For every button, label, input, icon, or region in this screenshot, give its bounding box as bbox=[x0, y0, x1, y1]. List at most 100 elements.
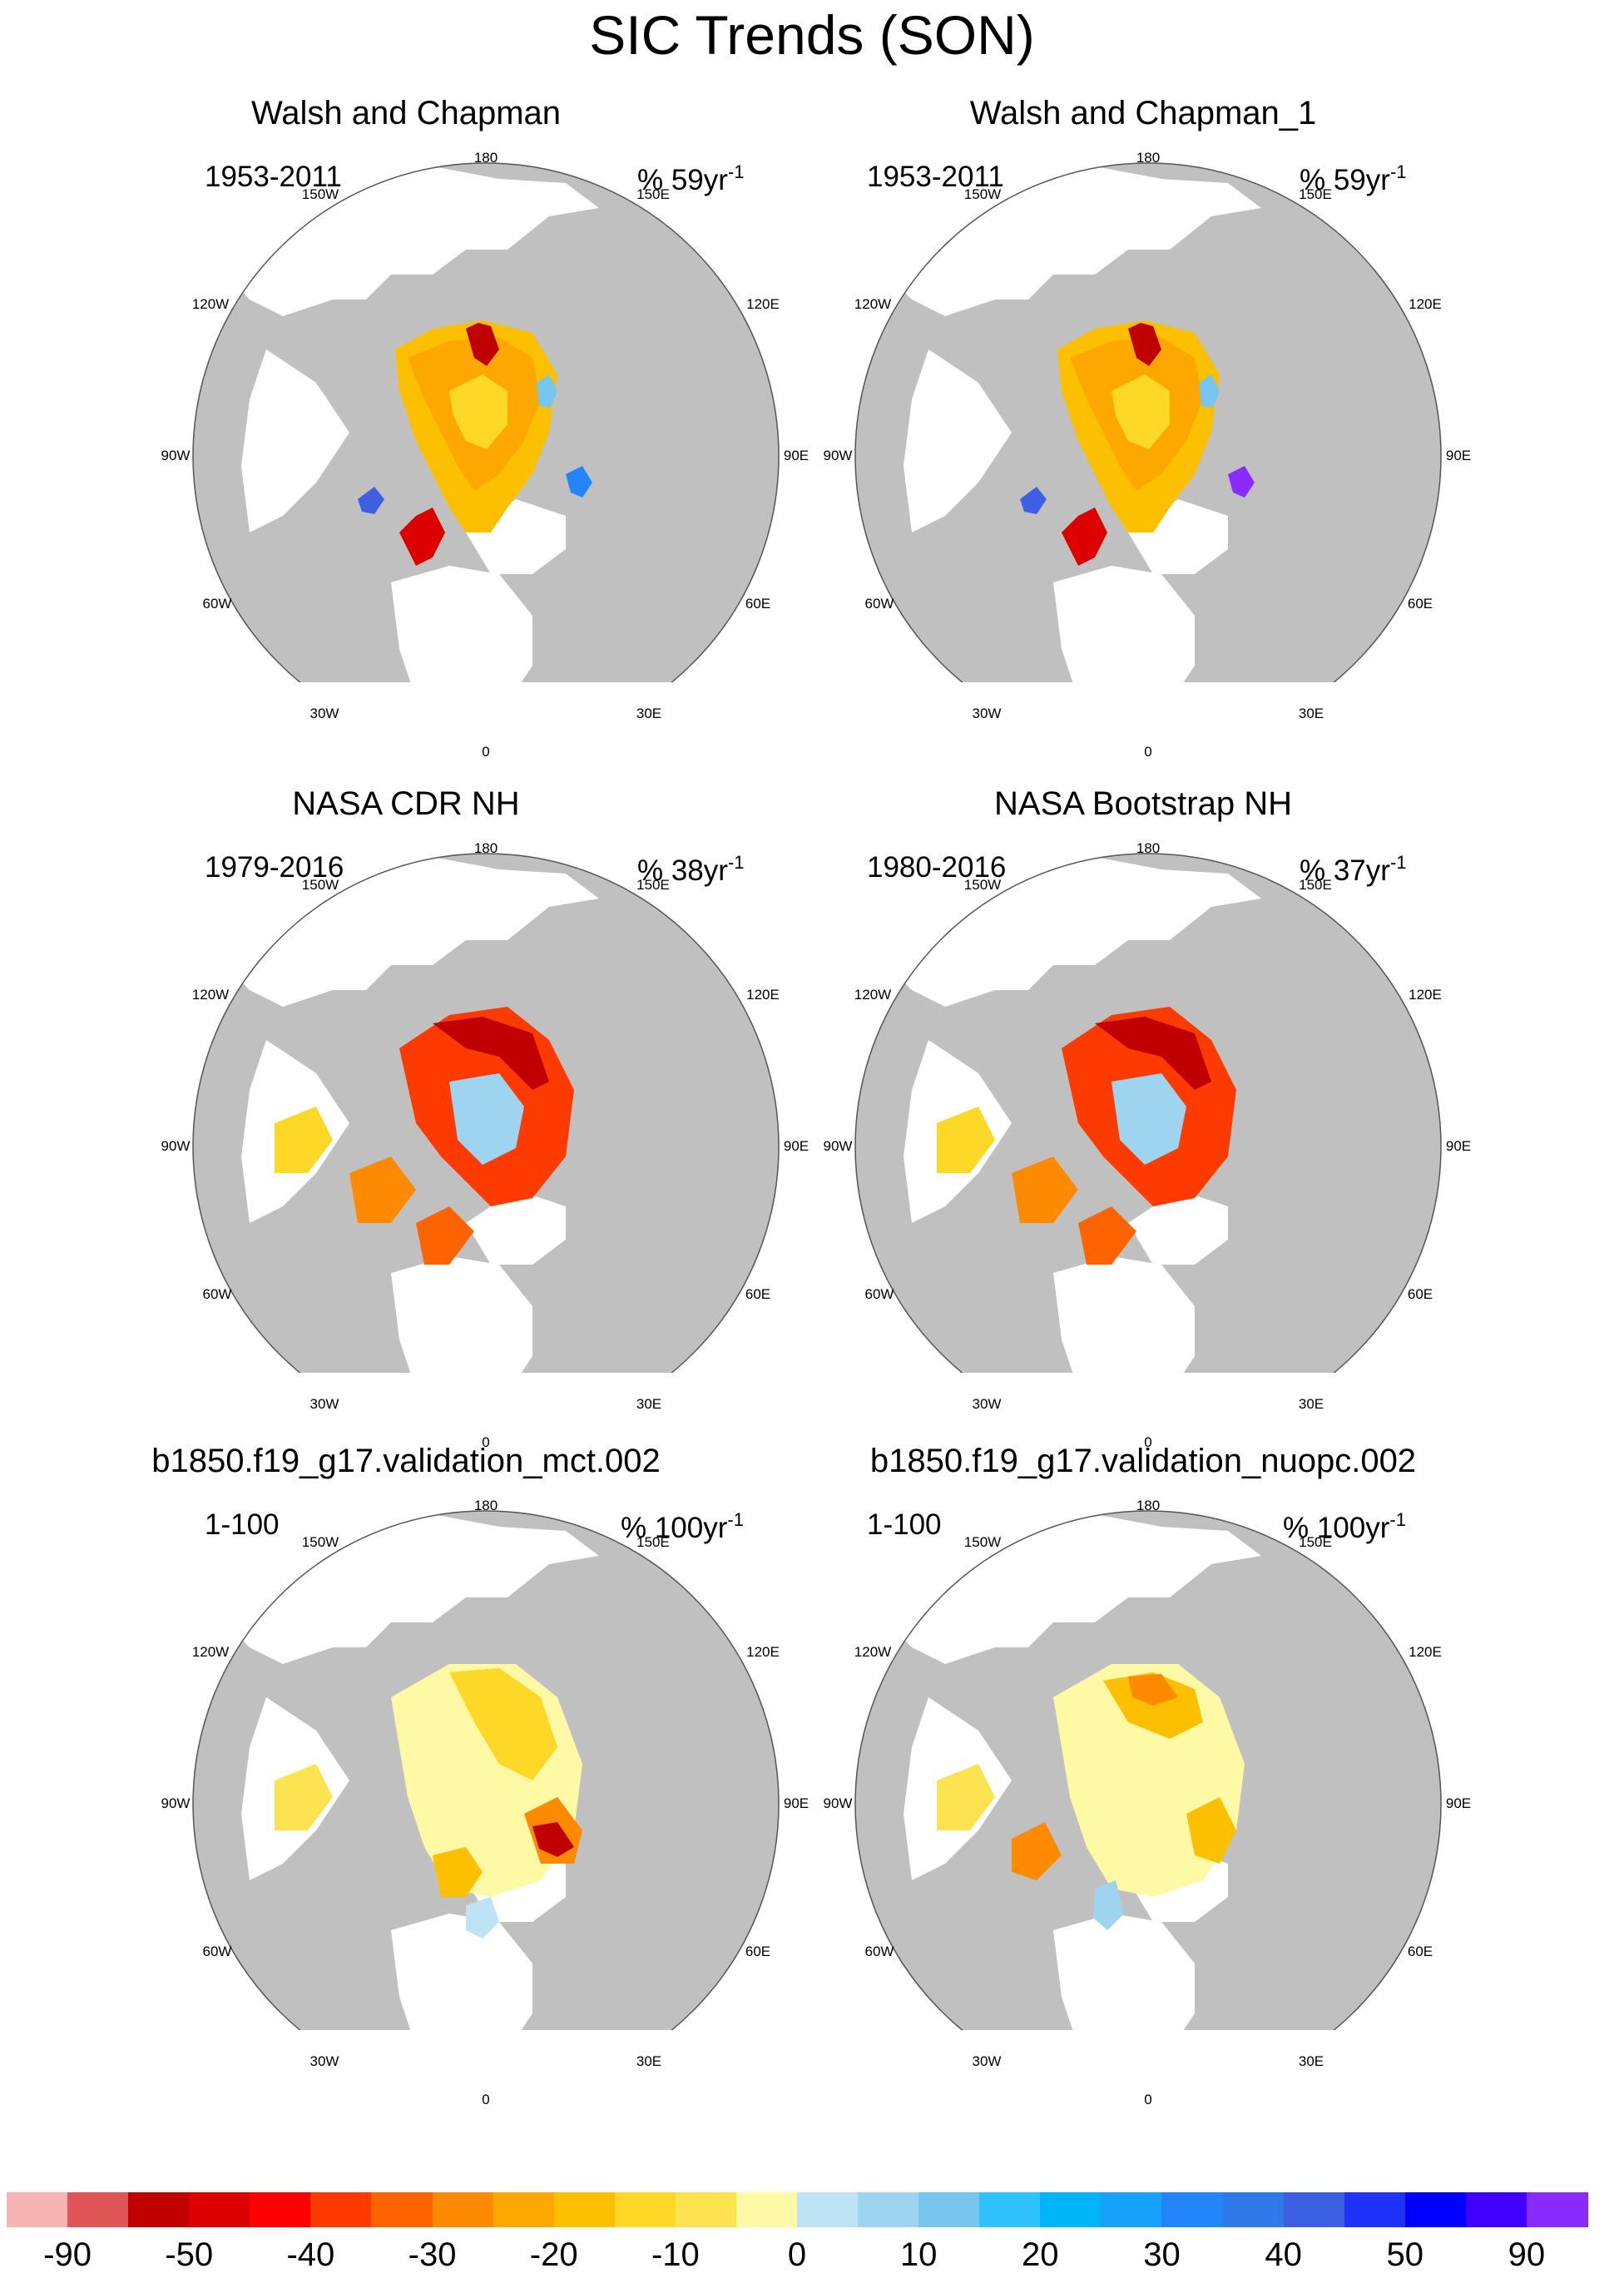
ocean-area bbox=[1053, 1256, 1195, 1373]
lon-label: 150E bbox=[1299, 186, 1332, 202]
panel-title: NASA CDR NH bbox=[292, 785, 520, 822]
panel-period: 1-100 bbox=[867, 1508, 942, 1541]
lon-label: 150W bbox=[301, 186, 339, 202]
colorbar-tick-label: 50 bbox=[1386, 2236, 1424, 2273]
lon-label: 60W bbox=[864, 596, 894, 612]
colorbar-tick-label: -90 bbox=[43, 2236, 92, 2273]
panel-period: 1953-2011 bbox=[867, 161, 1004, 193]
lon-label: 150W bbox=[963, 877, 1002, 893]
lon-label: 120E bbox=[1409, 987, 1442, 1003]
lon-label: 120E bbox=[746, 1644, 780, 1660]
lon-label: 0 bbox=[482, 744, 490, 760]
colorbar-swatch bbox=[493, 2192, 555, 2227]
lon-label: 120W bbox=[854, 987, 892, 1003]
map-panel: Walsh and Chapman 1953-2011 % 59yr-1 180… bbox=[0, 0, 812, 760]
lon-label: 90E bbox=[1445, 448, 1472, 463]
colorbar-tick-label: 0 bbox=[787, 2236, 807, 2273]
lon-label: 90W bbox=[161, 1795, 191, 1811]
ocean-area bbox=[466, 1190, 566, 1265]
lon-label: 90W bbox=[823, 1795, 853, 1811]
colorbar-swatch bbox=[979, 2192, 1042, 2227]
panel-unit: % 37yr-1 bbox=[1300, 852, 1407, 887]
lon-label: 90E bbox=[783, 1795, 810, 1811]
lon-label: 30W bbox=[309, 2053, 339, 2069]
ocean-area bbox=[1128, 1190, 1228, 1265]
colorbar-swatch bbox=[918, 2192, 981, 2227]
lon-label: 0 bbox=[1144, 744, 1152, 760]
ice-trend-field bbox=[937, 1007, 1236, 1265]
lon-label: 30W bbox=[972, 1396, 1002, 1412]
colorbar-swatch bbox=[675, 2192, 737, 2227]
colorbar-swatch bbox=[250, 2192, 312, 2227]
lon-label: 180 bbox=[473, 840, 498, 856]
colorbar-swatch bbox=[1101, 2192, 1163, 2227]
lon-label: 0 bbox=[1144, 1434, 1152, 1450]
colorbar-swatch bbox=[1283, 2192, 1345, 2227]
lon-label: 150E bbox=[636, 877, 670, 893]
lon-label: 120W bbox=[191, 1644, 230, 1660]
polar-map bbox=[192, 853, 780, 1373]
map-panel: Walsh and Chapman_1 1953-2011 % 59yr-1 1… bbox=[812, 0, 1624, 760]
lon-label: 0 bbox=[482, 1434, 490, 1450]
map-border bbox=[854, 162, 1442, 682]
lon-label: 150W bbox=[963, 186, 1002, 202]
lon-label: 30E bbox=[1298, 706, 1324, 721]
colorbar-swatch bbox=[432, 2192, 494, 2227]
panel-unit: % 100yr-1 bbox=[1283, 1509, 1406, 1544]
lon-label: 30W bbox=[309, 1396, 339, 1412]
lon-label: 180 bbox=[1136, 150, 1161, 166]
colorbar-swatch bbox=[553, 2192, 616, 2227]
colorbar-swatch bbox=[1040, 2192, 1102, 2227]
polar-map bbox=[854, 162, 1442, 682]
lon-label: 60W bbox=[202, 596, 232, 612]
lon-label: 60W bbox=[202, 1944, 232, 1959]
colorbar-swatch bbox=[797, 2192, 859, 2227]
lon-label: 180 bbox=[473, 150, 498, 166]
colorbar-tick-label: -40 bbox=[286, 2236, 335, 2273]
lon-label: 90W bbox=[823, 1138, 853, 1154]
colorbar-swatch bbox=[7, 2192, 69, 2227]
colorbar-swatch bbox=[614, 2192, 676, 2227]
ocean-area bbox=[391, 1914, 532, 2030]
ice-trend-field bbox=[275, 1664, 582, 1939]
colorbar-tick-label: -30 bbox=[408, 2236, 457, 2273]
colorbar-swatch bbox=[735, 2192, 798, 2227]
map-panel: NASA Bootstrap NH 1980-2016 % 37yr-1 180… bbox=[812, 691, 1624, 1450]
colorbar-swatch bbox=[1344, 2192, 1406, 2227]
panel-period: 1980-2016 bbox=[867, 851, 1007, 884]
lon-label: 30W bbox=[309, 706, 339, 721]
lon-label: 30E bbox=[636, 706, 662, 721]
lon-label: 120E bbox=[1409, 296, 1442, 312]
map-panel: b1850.f19_g17.validation_nuopc.002 1-100… bbox=[812, 1348, 1624, 2107]
panel-title: b1850.f19_g17.validation_nuopc.002 bbox=[869, 1443, 1417, 1479]
panel-period: 1953-2011 bbox=[205, 161, 342, 193]
map-border bbox=[192, 1510, 780, 2030]
colorbar-swatch bbox=[1465, 2192, 1527, 2227]
lon-label: 120E bbox=[746, 987, 780, 1003]
figure-title: SIC Trends (SON) bbox=[589, 4, 1035, 66]
lon-label: 90W bbox=[161, 448, 191, 463]
map-border bbox=[854, 853, 1442, 1373]
lon-label: 60W bbox=[864, 1944, 894, 1959]
map-panel: NASA CDR NH 1979-2016 % 38yr-1 180 150W … bbox=[0, 691, 812, 1450]
ocean-area bbox=[241, 349, 349, 532]
lon-label: 60W bbox=[864, 1286, 894, 1302]
panel-title: b1850.f19_g17.validation_mct.002 bbox=[151, 1443, 661, 1479]
lon-label: 180 bbox=[1136, 840, 1161, 856]
colorbar-swatch bbox=[371, 2192, 433, 2227]
lon-label: 90E bbox=[1445, 1138, 1472, 1154]
colorbar-swatch bbox=[67, 2192, 130, 2227]
colorbar-tick-label: -50 bbox=[165, 2236, 214, 2273]
lon-label: 90W bbox=[161, 1138, 191, 1154]
polar-map bbox=[192, 1510, 780, 2030]
lon-label: 0 bbox=[1144, 2092, 1152, 2107]
colorbar-swatch bbox=[858, 2192, 920, 2227]
colorbar-swatch bbox=[1222, 2192, 1285, 2227]
colorbar-swatch bbox=[1404, 2192, 1467, 2227]
ocean-area bbox=[391, 566, 532, 682]
panel-title: Walsh and Chapman bbox=[250, 95, 562, 131]
lon-label: 120W bbox=[854, 1644, 892, 1660]
colorbar bbox=[7, 2192, 1588, 2229]
panel-title: Walsh and Chapman_1 bbox=[969, 95, 1317, 131]
colorbar-tick-label: 40 bbox=[1265, 2236, 1302, 2273]
